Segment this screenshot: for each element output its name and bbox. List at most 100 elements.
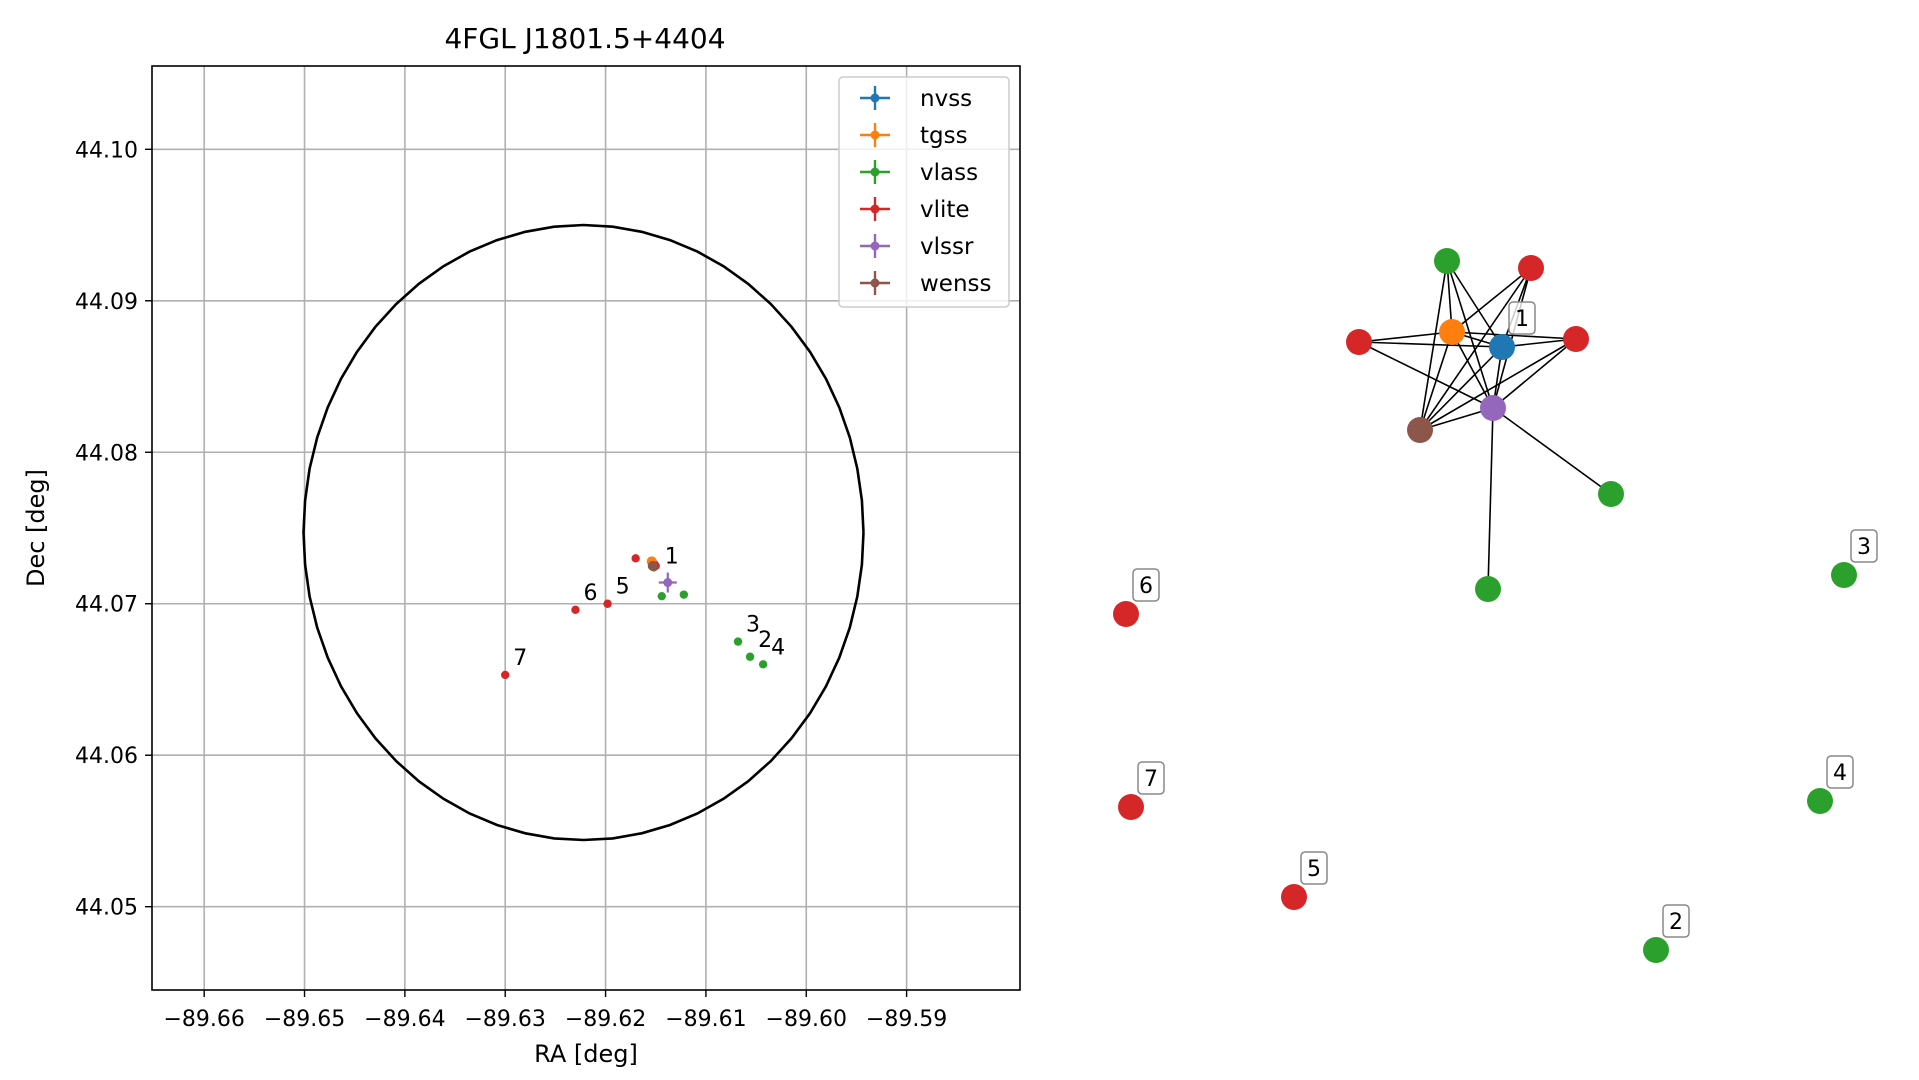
y-axis-ticks: 44.05 44.06 44.07 44.08 44.09 44.10 — [75, 138, 152, 921]
y-axis-label: Dec [deg] — [22, 469, 50, 587]
network-node-label: 5 — [1307, 857, 1321, 882]
network-node-label: 6 — [1139, 574, 1153, 599]
network-edge — [1487, 407, 1494, 590]
error-ellipse-layer — [302, 223, 865, 842]
x-axis-ticks: −89.66 −89.65 −89.64 −89.63 −89.62 −89.61 −89.… — [163, 990, 947, 1032]
legend: nvss tgss vlass vlite vlssr wenss — [838, 76, 1010, 308]
network-node-label-box — [1137, 761, 1165, 795]
network-node-label: 1 — [1515, 307, 1529, 332]
network-edge — [1446, 260, 1503, 348]
network-node-vlite — [1118, 794, 1144, 820]
legend-marker-vlass — [870, 167, 880, 177]
data-points-layer — [501, 554, 768, 680]
x-tick-label: −89.64 — [364, 1007, 445, 1032]
x-tick-label: −89.61 — [665, 1007, 746, 1032]
network-edge — [1419, 346, 1503, 431]
network-node-labels: 1 3 6 7 4 5 2 — [1132, 301, 1878, 938]
network-node-vlass — [1643, 937, 1669, 963]
network-panel: 1 3 6 7 4 5 2 — [1113, 248, 1878, 963]
legend-items: nvss tgss vlass vlite vlssr wenss — [860, 86, 992, 297]
network-node-vlass — [1475, 576, 1501, 602]
network-node-label-box — [1132, 568, 1160, 602]
y-tick-label: 44.05 — [75, 896, 138, 921]
network-edge — [1446, 260, 1494, 409]
error-ellipse — [302, 223, 865, 842]
legend-marker-vlssr — [870, 241, 880, 251]
network-edge — [1419, 260, 1448, 431]
x-axis-label: RA [deg] — [534, 1040, 638, 1068]
point-wenss — [647, 560, 658, 571]
network-edges — [1358, 260, 1612, 590]
network-edge — [1492, 407, 1612, 495]
network-edge — [1451, 331, 1494, 409]
point-vlite — [571, 605, 580, 614]
x-tick-label: −89.63 — [465, 1007, 546, 1032]
network-edge — [1358, 341, 1494, 409]
legend-label-vlass: vlass — [920, 160, 978, 186]
network-node-label-box — [1300, 851, 1328, 885]
network-edge — [1451, 331, 1577, 340]
x-tick-label: −89.66 — [163, 1007, 244, 1032]
network-node-label-box — [1508, 301, 1536, 335]
x-tick-label: −89.65 — [264, 1007, 345, 1032]
network-nodes — [1113, 248, 1857, 963]
network-edge — [1419, 331, 1453, 431]
network-node-label: 3 — [1857, 535, 1871, 560]
network-edge — [1419, 338, 1577, 431]
point-vlass — [758, 660, 768, 669]
network-node-tgss — [1439, 319, 1465, 345]
network-node-vlite — [1518, 255, 1544, 281]
y-tick-label: 44.07 — [75, 593, 138, 618]
x-tick-label: −89.59 — [866, 1007, 947, 1032]
network-edge — [1451, 267, 1532, 333]
point-label: 1 — [665, 545, 679, 570]
network-node-label: 2 — [1669, 910, 1683, 935]
point-label: 3 — [746, 613, 760, 638]
network-node-vlass — [1807, 788, 1833, 814]
y-tick-label: 44.06 — [75, 744, 138, 769]
network-edge — [1419, 267, 1532, 431]
point-label: 6 — [583, 581, 597, 606]
network-edge — [1358, 331, 1453, 343]
network-node-label-box — [1826, 755, 1854, 789]
y-tick-label: 44.09 — [75, 290, 138, 315]
network-node-label: 7 — [1144, 767, 1158, 792]
y-tick-label: 44.08 — [75, 441, 138, 466]
network-node-label-box — [1662, 904, 1690, 938]
x-tick-label: −89.62 — [565, 1007, 646, 1032]
legend-label-vlite: vlite — [920, 197, 970, 223]
y-tick-label: 44.10 — [75, 138, 138, 163]
network-node-wenss — [1407, 417, 1433, 443]
network-node-vlssr — [1480, 395, 1506, 421]
legend-label-vlssr: vlssr — [920, 234, 974, 260]
point-vlass — [733, 637, 743, 646]
plot-frame — [151, 65, 1021, 991]
network-node-label: 4 — [1833, 761, 1847, 786]
point-vlite — [501, 670, 510, 680]
network-node-vlass — [1434, 248, 1460, 274]
point-vlite — [603, 599, 612, 608]
point-label: 4 — [771, 635, 785, 660]
grid-lines — [152, 66, 1020, 990]
point-label: 7 — [513, 646, 527, 671]
legend-marker-nvss — [870, 93, 880, 103]
network-node-vlass — [1598, 481, 1624, 507]
legend-label-nvss: nvss — [920, 86, 972, 112]
network-node-vlite — [1563, 326, 1589, 352]
point-vlass — [745, 652, 755, 661]
network-node-label-box — [1850, 529, 1878, 563]
legend-marker-wenss — [870, 278, 880, 288]
point-vlite — [631, 554, 640, 563]
point-vlass — [657, 591, 666, 601]
point-vlssr — [663, 578, 673, 588]
network-node-vlite — [1346, 329, 1372, 355]
network-node-nvss — [1489, 334, 1515, 360]
legend-marker-vlite — [870, 204, 880, 214]
legend-marker-tgss — [870, 130, 880, 140]
x-tick-label: −89.60 — [766, 1007, 847, 1032]
point-label: 5 — [616, 575, 630, 600]
point-vlass — [679, 590, 689, 599]
network-node-vlass — [1831, 562, 1857, 588]
